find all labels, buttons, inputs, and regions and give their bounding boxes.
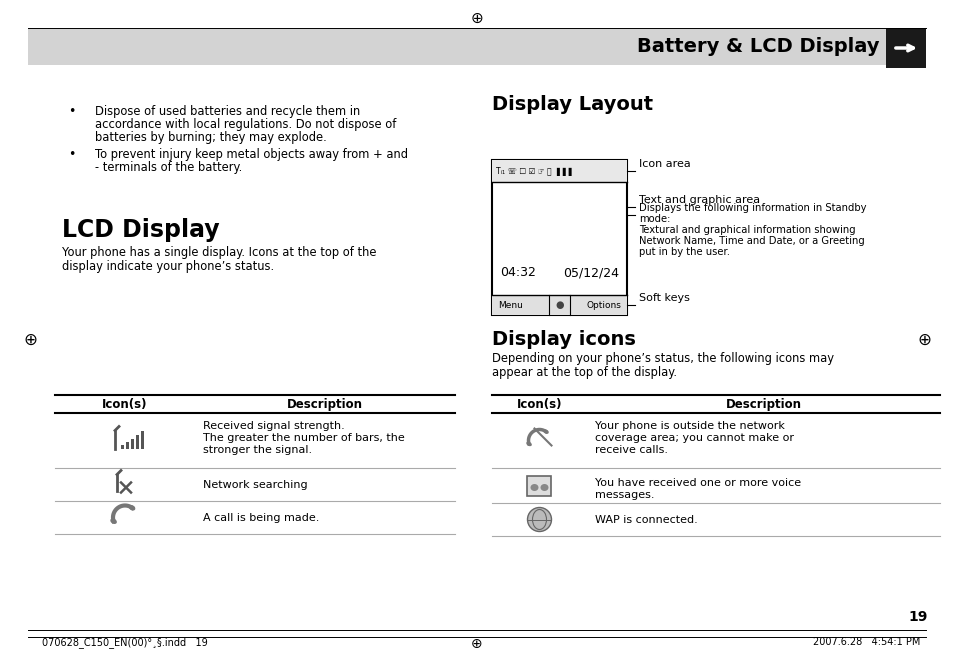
Text: The greater the number of bars, the: The greater the number of bars, the bbox=[203, 433, 404, 443]
Bar bbox=[527, 475, 551, 495]
Text: You have received one or more voice: You have received one or more voice bbox=[595, 478, 801, 488]
Text: •: • bbox=[68, 105, 75, 118]
Bar bbox=[492, 160, 626, 315]
Text: To prevent injury keep metal objects away from + and: To prevent injury keep metal objects awa… bbox=[95, 148, 408, 161]
Text: Text and graphic area: Text and graphic area bbox=[639, 195, 760, 205]
Ellipse shape bbox=[526, 442, 531, 446]
Text: 070628_C150_EN(00)°¸§.indd   19: 070628_C150_EN(00)°¸§.indd 19 bbox=[42, 637, 208, 648]
Text: Network searching: Network searching bbox=[203, 480, 307, 490]
Text: coverage area; you cannot make or: coverage area; you cannot make or bbox=[595, 433, 793, 443]
Text: Your phone is outside the network: Your phone is outside the network bbox=[595, 421, 784, 431]
Circle shape bbox=[527, 507, 551, 531]
Bar bbox=[136, 434, 139, 448]
Bar bbox=[28, 28, 925, 65]
Text: - terminals of the battery.: - terminals of the battery. bbox=[95, 161, 242, 174]
Text: accordance with local regulations. Do not dispose of: accordance with local regulations. Do no… bbox=[95, 118, 395, 131]
Ellipse shape bbox=[540, 484, 548, 491]
Text: Icon(s): Icon(s) bbox=[517, 398, 561, 411]
Bar bbox=[885, 28, 925, 68]
Text: Soft keys: Soft keys bbox=[639, 293, 689, 303]
Text: Tᵢ₁ ☏ ☐ ☑ ☞ ⏰ ▐▐▐: Tᵢ₁ ☏ ☐ ☑ ☞ ⏰ ▐▐▐ bbox=[496, 166, 571, 176]
Text: Menu: Menu bbox=[497, 301, 522, 309]
Bar bbox=[126, 442, 130, 448]
Text: mode:: mode: bbox=[639, 214, 670, 224]
Bar bbox=[141, 430, 144, 448]
Text: Network Name, Time and Date, or a Greeting: Network Name, Time and Date, or a Greeti… bbox=[639, 236, 863, 246]
Text: Options: Options bbox=[585, 301, 620, 309]
Text: display indicate your phone’s status.: display indicate your phone’s status. bbox=[62, 260, 274, 273]
Text: 04:32: 04:32 bbox=[499, 266, 536, 279]
Text: Displays the following information in Standby: Displays the following information in St… bbox=[639, 203, 865, 213]
Text: LCD Display: LCD Display bbox=[62, 218, 219, 242]
Bar bbox=[492, 160, 626, 182]
Text: •: • bbox=[68, 148, 75, 161]
Bar bbox=[121, 444, 125, 448]
Text: ●: ● bbox=[555, 300, 563, 310]
Text: batteries by burning; they may explode.: batteries by burning; they may explode. bbox=[95, 131, 327, 144]
Text: receive calls.: receive calls. bbox=[595, 445, 667, 455]
Text: put in by the user.: put in by the user. bbox=[639, 247, 729, 257]
Text: messages.: messages. bbox=[595, 490, 654, 500]
Text: Display icons: Display icons bbox=[492, 330, 636, 349]
Text: Icon(s): Icon(s) bbox=[102, 398, 148, 411]
Ellipse shape bbox=[111, 519, 117, 524]
Ellipse shape bbox=[542, 430, 548, 434]
Ellipse shape bbox=[530, 484, 537, 491]
Text: 19: 19 bbox=[907, 610, 927, 624]
Text: ⊕: ⊕ bbox=[471, 637, 482, 651]
Text: Textural and graphical information showing: Textural and graphical information showi… bbox=[639, 225, 855, 235]
Text: ⊕: ⊕ bbox=[23, 331, 37, 349]
Text: Description: Description bbox=[287, 398, 363, 411]
Text: Display Layout: Display Layout bbox=[492, 95, 653, 114]
Text: WAP is connected.: WAP is connected. bbox=[595, 515, 697, 525]
Text: Battery & LCD Display: Battery & LCD Display bbox=[637, 37, 879, 57]
Text: Depending on your phone’s status, the following icons may: Depending on your phone’s status, the fo… bbox=[492, 352, 833, 365]
Text: stronger the signal.: stronger the signal. bbox=[203, 445, 312, 455]
Bar bbox=[131, 438, 134, 448]
Text: Dispose of used batteries and recycle them in: Dispose of used batteries and recycle th… bbox=[95, 105, 360, 118]
Text: Description: Description bbox=[724, 398, 801, 411]
Text: ⊕: ⊕ bbox=[470, 11, 483, 25]
Text: Icon area: Icon area bbox=[639, 159, 690, 169]
Text: appear at the top of the display.: appear at the top of the display. bbox=[492, 366, 677, 379]
Text: 05/12/24: 05/12/24 bbox=[562, 266, 618, 279]
Text: Your phone has a single display. Icons at the top of the: Your phone has a single display. Icons a… bbox=[62, 246, 376, 259]
Bar bbox=[492, 295, 626, 315]
Text: 2007.6.28   4:54:1 PM: 2007.6.28 4:54:1 PM bbox=[812, 637, 919, 647]
Text: Received signal strength.: Received signal strength. bbox=[203, 421, 344, 431]
Ellipse shape bbox=[129, 505, 135, 511]
Text: A call is being made.: A call is being made. bbox=[203, 513, 319, 523]
Text: ⊕: ⊕ bbox=[916, 331, 930, 349]
